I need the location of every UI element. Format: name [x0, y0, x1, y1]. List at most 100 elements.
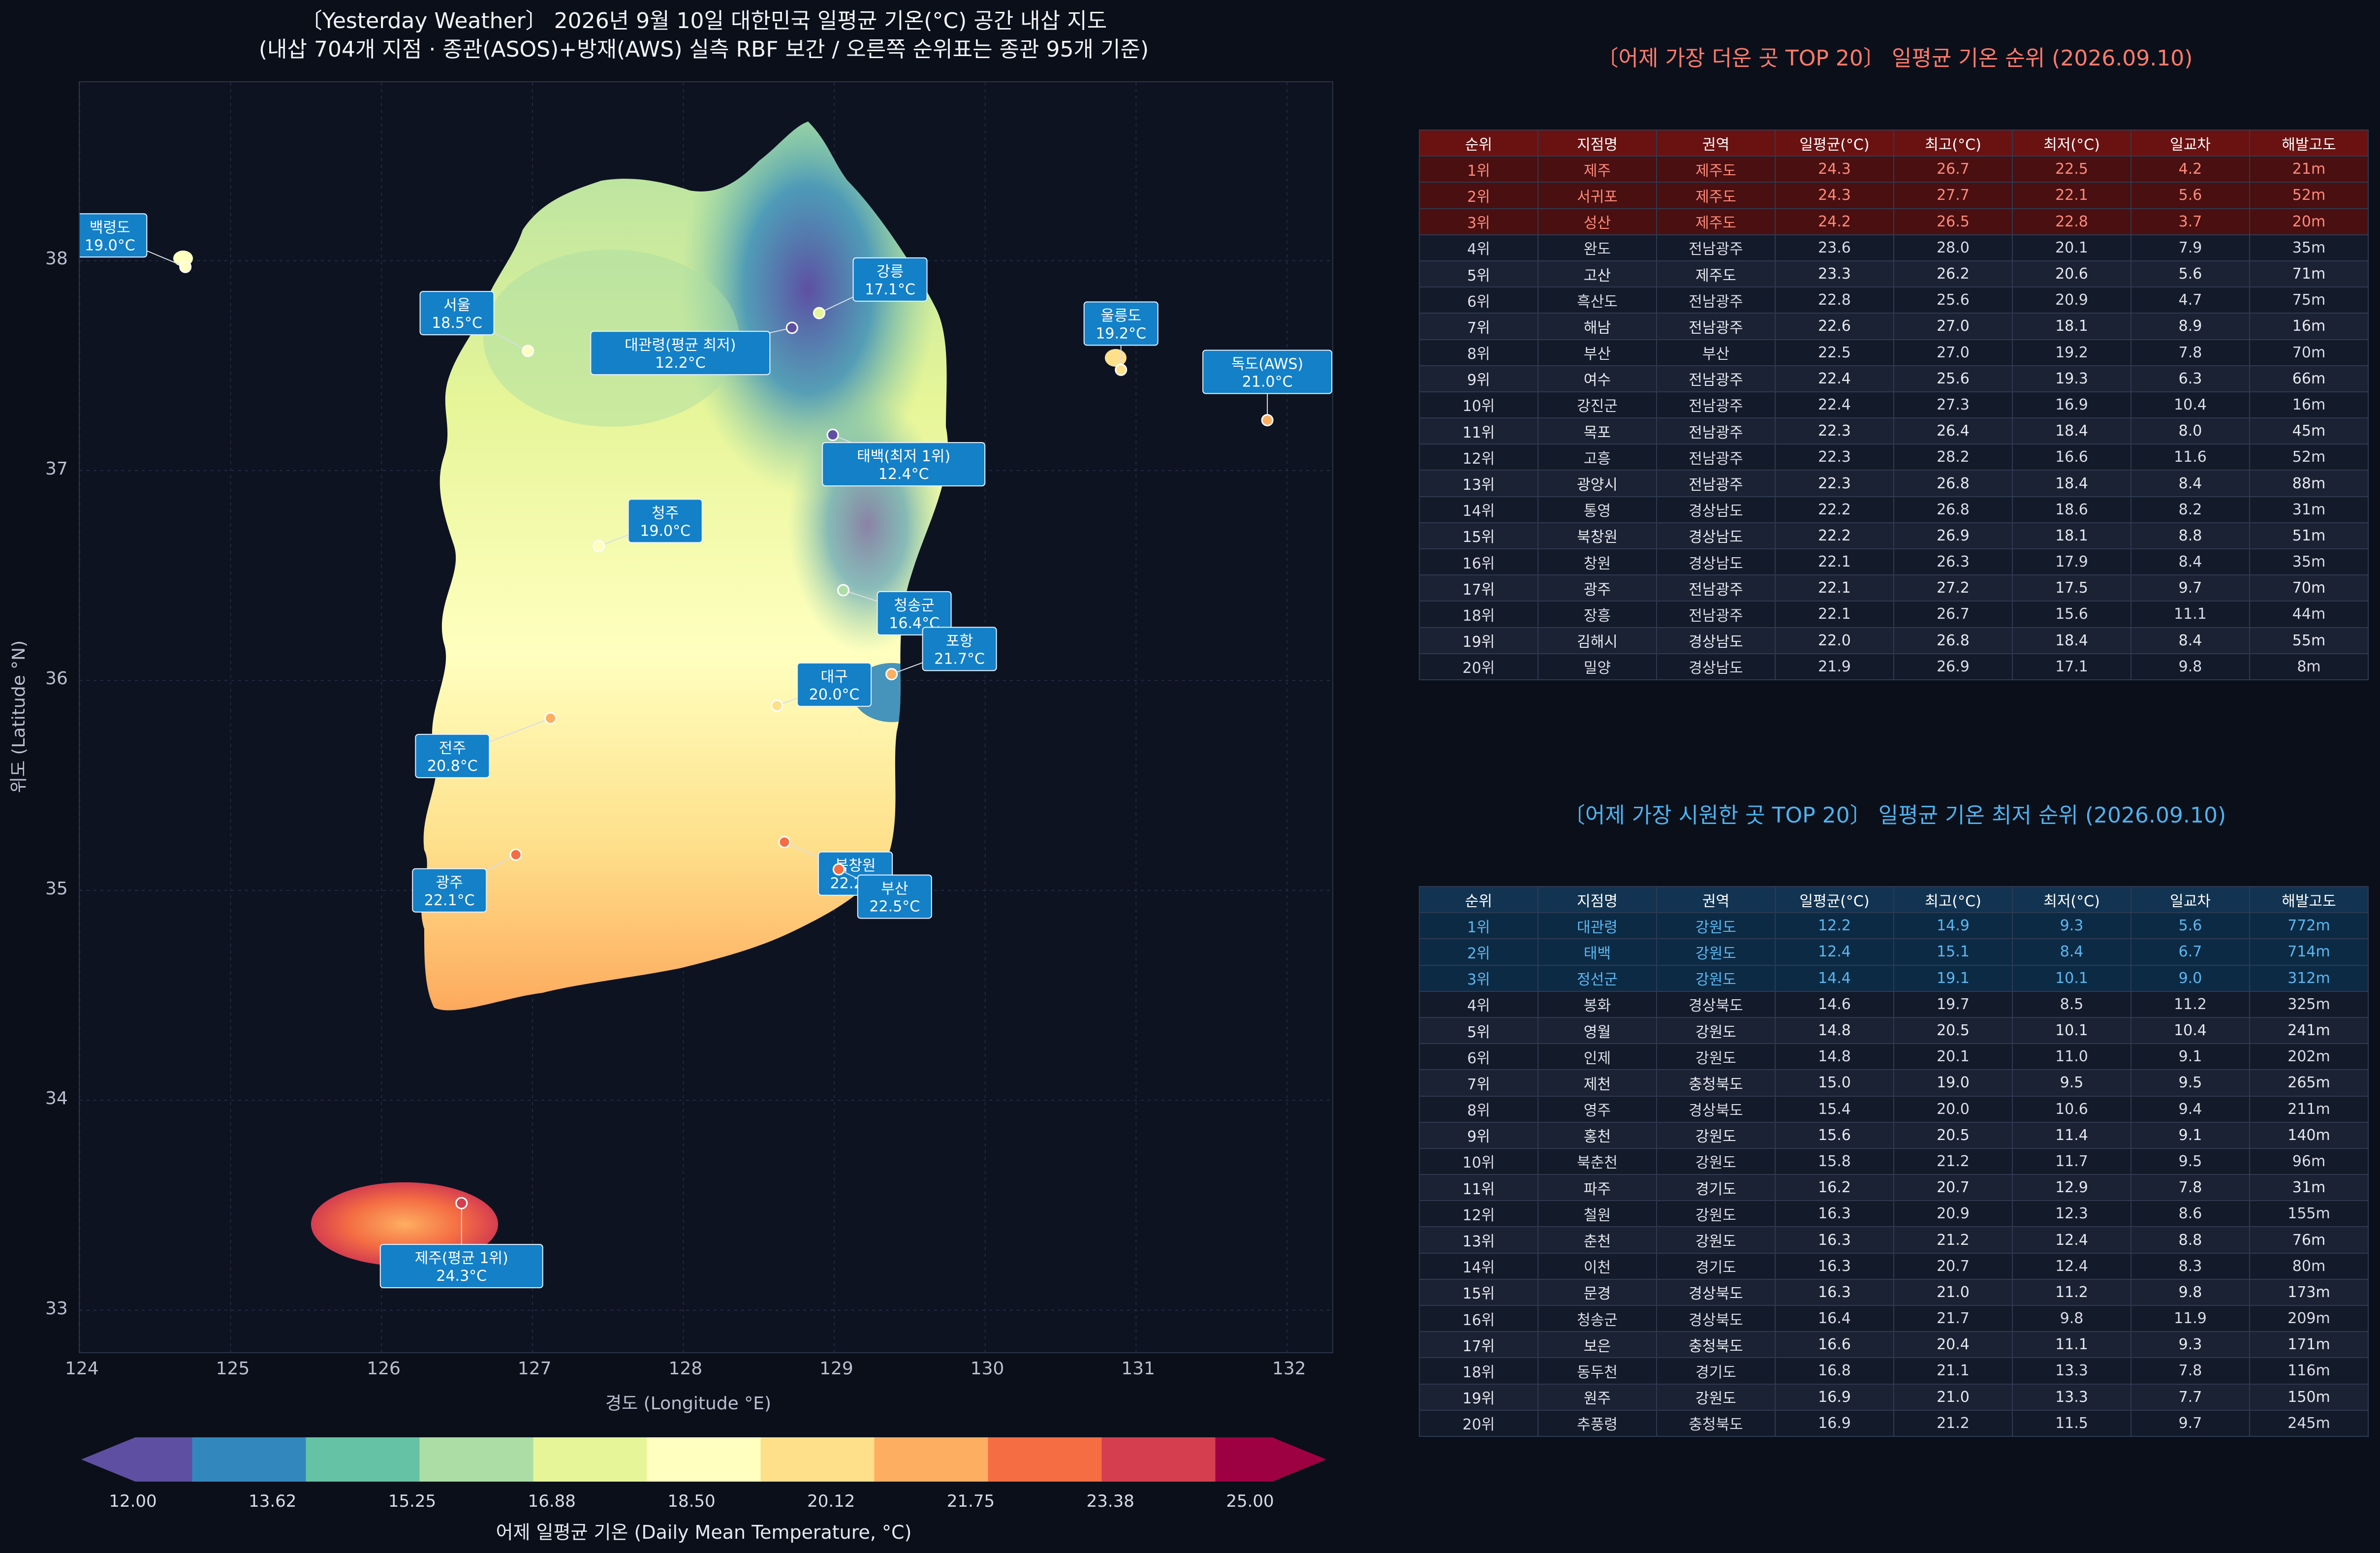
table-cell: 22.5 — [1775, 339, 1894, 366]
colorbar-segment — [590, 1437, 619, 1482]
table-cell: 12위 — [1419, 1200, 1538, 1228]
table-cell: 8.4 — [2130, 627, 2250, 654]
station-point — [179, 260, 192, 273]
colorbar-segment — [988, 1437, 1017, 1482]
table-cell: 6위 — [1419, 286, 1538, 314]
table-cell: 26.4 — [1893, 417, 2013, 445]
table-cell: 9위 — [1419, 1121, 1538, 1149]
station-point — [593, 539, 605, 552]
table-cell: 고흥 — [1537, 444, 1657, 471]
station-label: 독도(AWS)21.0°C — [1202, 349, 1332, 394]
table-cell: 경상북도 — [1656, 1304, 1776, 1332]
label-box — [922, 627, 997, 671]
table-cell: 제주도 — [1656, 182, 1776, 209]
table-cell: 8.2 — [2130, 496, 2250, 523]
table-cell: 4.7 — [2130, 286, 2250, 314]
y-tick-label: 33 — [45, 1298, 68, 1319]
table-cell: 14.6 — [1775, 990, 1894, 1018]
table-row: 10위 북춘천 강원도 15.8 21.2 11.7 9.5 96m — [1419, 1147, 2369, 1175]
station-value: 12.4°C — [878, 466, 929, 483]
table-cell: 경상남도 — [1656, 627, 1776, 654]
table-row: 20위 추풍령 충청북도 16.9 21.2 11.5 9.7 245m — [1419, 1409, 2369, 1437]
table-cell: 9.8 — [2130, 1278, 2250, 1306]
table-cell: 20.4 — [1893, 1331, 2013, 1359]
table-row: 7위 해남 전남광주 22.6 27.0 18.1 8.9 16m — [1419, 313, 2369, 340]
table-cell: 22.2 — [1775, 496, 1894, 523]
table-cell: 15.4 — [1775, 1095, 1894, 1123]
colorbar-tick-label: 16.88 — [528, 1491, 576, 1511]
table-cell: 7.8 — [2130, 1357, 2250, 1385]
table-cell: 제주도 — [1656, 156, 1776, 183]
table-cell: 20.9 — [1893, 1200, 2013, 1228]
station-name: 대관령(평균 최저) — [625, 337, 736, 354]
table-row: 9위 여수 전남광주 22.4 25.6 19.3 6.3 66m — [1419, 365, 2369, 392]
cold-ranking-table: 순위 지점명 권역 일평균(°C) 최고(°C) 최저(°C) 일교차 해발고도 1위 대관령 강… — [1419, 886, 2369, 1437]
table-cell: 영월 — [1537, 1016, 1657, 1045]
table-cell: 18위 — [1419, 1357, 1538, 1385]
table-cell: 22.8 — [1775, 286, 1894, 314]
table-cell: 통영 — [1537, 496, 1657, 523]
table-cell: 20위 — [1419, 653, 1538, 680]
table-row: 19위 원주 강원도 16.9 21.0 13.3 7.7 150m — [1419, 1383, 2369, 1411]
colorbar-segment — [846, 1437, 875, 1482]
table-row: 3위 정선군 강원도 14.4 19.1 10.1 9.0 312m — [1419, 964, 2369, 992]
table-cell: 3.7 — [2130, 208, 2250, 235]
table-cell: 11.1 — [2012, 1331, 2131, 1359]
table-cell: 9.5 — [2130, 1147, 2250, 1175]
table-cell: 26.5 — [1893, 208, 2013, 235]
hot-ranking-table: 순위 지점명 권역 일평균(°C) 최고(°C) 최저(°C) 일교차 해발고도 1위 제주 제주… — [1419, 129, 2369, 680]
table-cell: 17위 — [1419, 1331, 1538, 1359]
colorbar-ticks: 12.00 13.62 15.25 16.88 18.50 20.12 21.75 23.38… — [109, 1491, 1274, 1511]
table-cell: 265m — [2249, 1069, 2369, 1097]
table-cell: 광주 — [1537, 574, 1657, 602]
table-cell: 16m — [2249, 391, 2369, 419]
table-row: 18위 동두천 경기도 16.8 21.1 13.3 7.8 116m — [1419, 1357, 2369, 1385]
table-cell: 70m — [2249, 339, 2369, 366]
y-axis-label: 위도 (Latitude °N) — [9, 640, 30, 793]
table-cell: 4.2 — [2130, 156, 2250, 183]
table-cell: 20.5 — [1893, 1121, 2013, 1149]
table-cell: 27.0 — [1893, 313, 2013, 340]
table-cell: 71m — [2249, 260, 2369, 288]
table-cell: 11.1 — [2130, 601, 2250, 628]
table-cell: 20.1 — [1893, 1043, 2013, 1071]
table-cell: 11.2 — [2012, 1278, 2131, 1306]
colorbar-segment — [647, 1437, 676, 1482]
column-header: 순위 — [1419, 129, 1538, 157]
table-cell: 경상북도 — [1656, 1278, 1776, 1306]
table-cell: 11.0 — [2012, 1043, 2131, 1071]
column-header: 순위 — [1419, 886, 1538, 914]
colorbar-max-arrow — [1272, 1437, 1326, 1482]
table-cell: 24.3 — [1775, 156, 1894, 183]
y-tick-label: 38 — [45, 249, 68, 269]
temperature-surface — [173, 122, 1127, 1266]
map-title-line2: (내삽 704개 지점 · 종관(ASOS)+방재(AWS) 실측 RBF 보간… — [258, 37, 1149, 62]
table-cell: 20.7 — [1893, 1174, 2013, 1202]
label-box — [1202, 349, 1332, 394]
table-cell: 9.7 — [2130, 1409, 2250, 1437]
table-cell: 10위 — [1419, 1147, 1538, 1175]
label-box — [822, 442, 986, 487]
station-point — [826, 428, 839, 441]
table-cell: 20.7 — [1893, 1252, 2013, 1280]
table-cell: 제주 — [1537, 156, 1657, 183]
table-cell: 성산 — [1537, 208, 1657, 235]
table-cell: 철원 — [1537, 1200, 1657, 1228]
table-row: 8위 부산 부산 22.5 27.0 19.2 7.8 70m — [1419, 339, 2369, 366]
table-cell: 15위 — [1419, 1278, 1538, 1306]
table-cell: 15.6 — [1775, 1121, 1894, 1149]
colorbar-segment — [931, 1437, 960, 1482]
colorbar-segment — [1016, 1437, 1045, 1482]
table-cell: 9.8 — [2012, 1304, 2131, 1332]
table-cell: 31m — [2249, 1174, 2369, 1202]
table-cell: 11.5 — [2012, 1409, 2131, 1437]
table-row: 5위 고산 제주도 23.3 26.2 20.6 5.6 71m — [1419, 260, 2369, 288]
table-row: 10위 강진군 전남광주 22.4 27.3 16.9 10.4 16m — [1419, 391, 2369, 419]
table-cell: 714m — [2249, 938, 2369, 966]
station-value: 17.1°C — [865, 281, 915, 298]
table-cell: 충청북도 — [1656, 1331, 1776, 1359]
table-cell: 16.3 — [1775, 1200, 1894, 1228]
table-cell: 155m — [2249, 1200, 2369, 1228]
table-cell: 88m — [2249, 470, 2369, 497]
